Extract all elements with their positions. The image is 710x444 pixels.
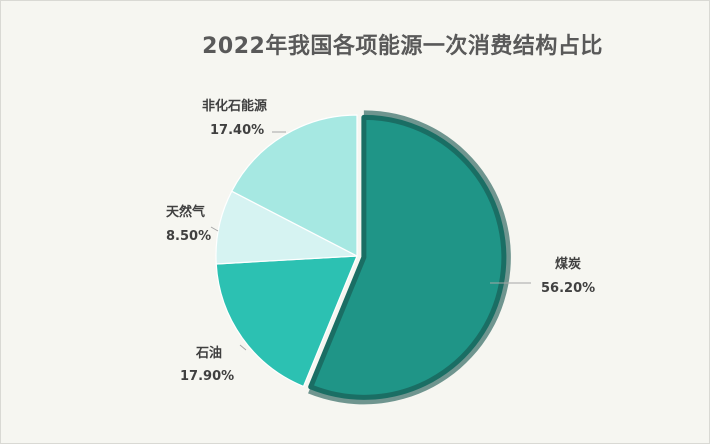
pie-slice-0 [308, 114, 507, 400]
slice-label-name-3: 非化石能源 [202, 98, 267, 114]
slice-label-name-1: 石油 [195, 345, 222, 361]
slice-label-value-1: 17.90% [180, 369, 234, 384]
pie-slice-1 [215, 255, 358, 388]
pie-slice-3 [231, 114, 358, 257]
slice-label-value-0: 56.20% [541, 281, 595, 296]
slice-label-name-2: 天然气 [166, 204, 205, 220]
slice-labels: 煤炭 56.20% 石油 17.90% 天然气 8.50% 非化石能源 17.40% [166, 98, 595, 384]
pie-slices [215, 110, 511, 405]
slice-label-value-2: 8.50% [166, 229, 211, 244]
slice-label-value-3: 17.40% [210, 123, 264, 138]
leader-line-2 [210, 226, 219, 232]
slice-label-name-0: 煤炭 [555, 256, 581, 272]
chart-title: 2022年我国各项能源一次消费结构占比 [202, 34, 603, 59]
leader-line-1 [239, 344, 247, 351]
leader-lines [210, 131, 531, 351]
